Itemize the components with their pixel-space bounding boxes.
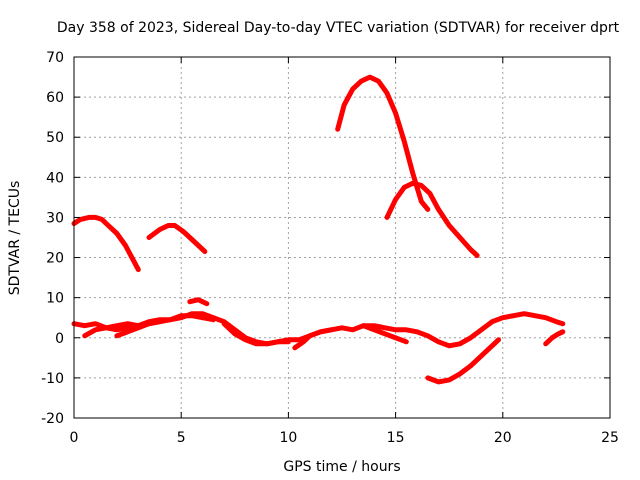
series-arc5 [384, 180, 480, 258]
y-tick-label: 30 [46, 210, 64, 226]
tick-layer: 0 5 10 15 20 25 -20 -10 0 10 20 30 40 50 60 70 [41, 50, 619, 446]
series-arc10 [292, 327, 334, 351]
series-arc2 [146, 223, 208, 254]
y-tick-label: 50 [46, 130, 64, 146]
plot-frame [73, 56, 611, 419]
x-tick-label: 5 [177, 430, 186, 446]
series-layer [71, 74, 566, 385]
series-arc4 [335, 74, 431, 212]
x-tick-label: 10 [279, 430, 297, 446]
chart-title: Day 358 of 2023, Sidereal Day-to-day VTE… [57, 20, 620, 36]
y-tick-label: 70 [46, 50, 64, 66]
y-tick-label: -10 [41, 371, 64, 387]
y-tick-label: 20 [46, 251, 64, 267]
series-arc1 [71, 214, 141, 273]
y-tick-label: 40 [46, 170, 64, 186]
series-arc9 [221, 311, 566, 349]
series-arc8 [114, 319, 163, 339]
x-tick-label: 25 [601, 430, 619, 446]
y-tick-label: 10 [46, 291, 64, 307]
series-arc3 [187, 297, 210, 307]
series-arc12 [425, 337, 501, 385]
series-arc11 [360, 323, 409, 345]
x-tick-label: 20 [494, 430, 512, 446]
series-arc13 [543, 329, 566, 347]
x-tick-label: 15 [387, 430, 405, 446]
y-axis-label: SDTVAR / TECUs [7, 181, 23, 296]
y-tick-label: -20 [41, 411, 64, 427]
y-tick-label: 60 [46, 90, 64, 106]
y-tick-label: 0 [55, 331, 64, 347]
x-tick-label: 0 [70, 430, 79, 446]
x-axis-label: GPS time / hours [283, 459, 400, 475]
